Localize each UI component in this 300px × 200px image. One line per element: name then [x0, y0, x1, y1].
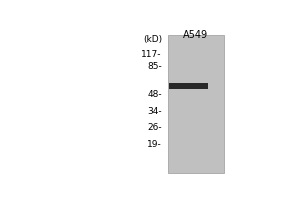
Bar: [168, 35, 224, 173]
Bar: [169, 83, 208, 89]
Text: A549: A549: [183, 30, 208, 40]
Text: (kD): (kD): [143, 35, 162, 44]
Text: 48-: 48-: [147, 90, 162, 99]
Text: 85-: 85-: [147, 62, 162, 71]
Text: 34-: 34-: [147, 107, 162, 116]
Text: 26-: 26-: [147, 123, 162, 132]
Text: 19-: 19-: [147, 140, 162, 149]
Text: 117-: 117-: [141, 50, 162, 59]
